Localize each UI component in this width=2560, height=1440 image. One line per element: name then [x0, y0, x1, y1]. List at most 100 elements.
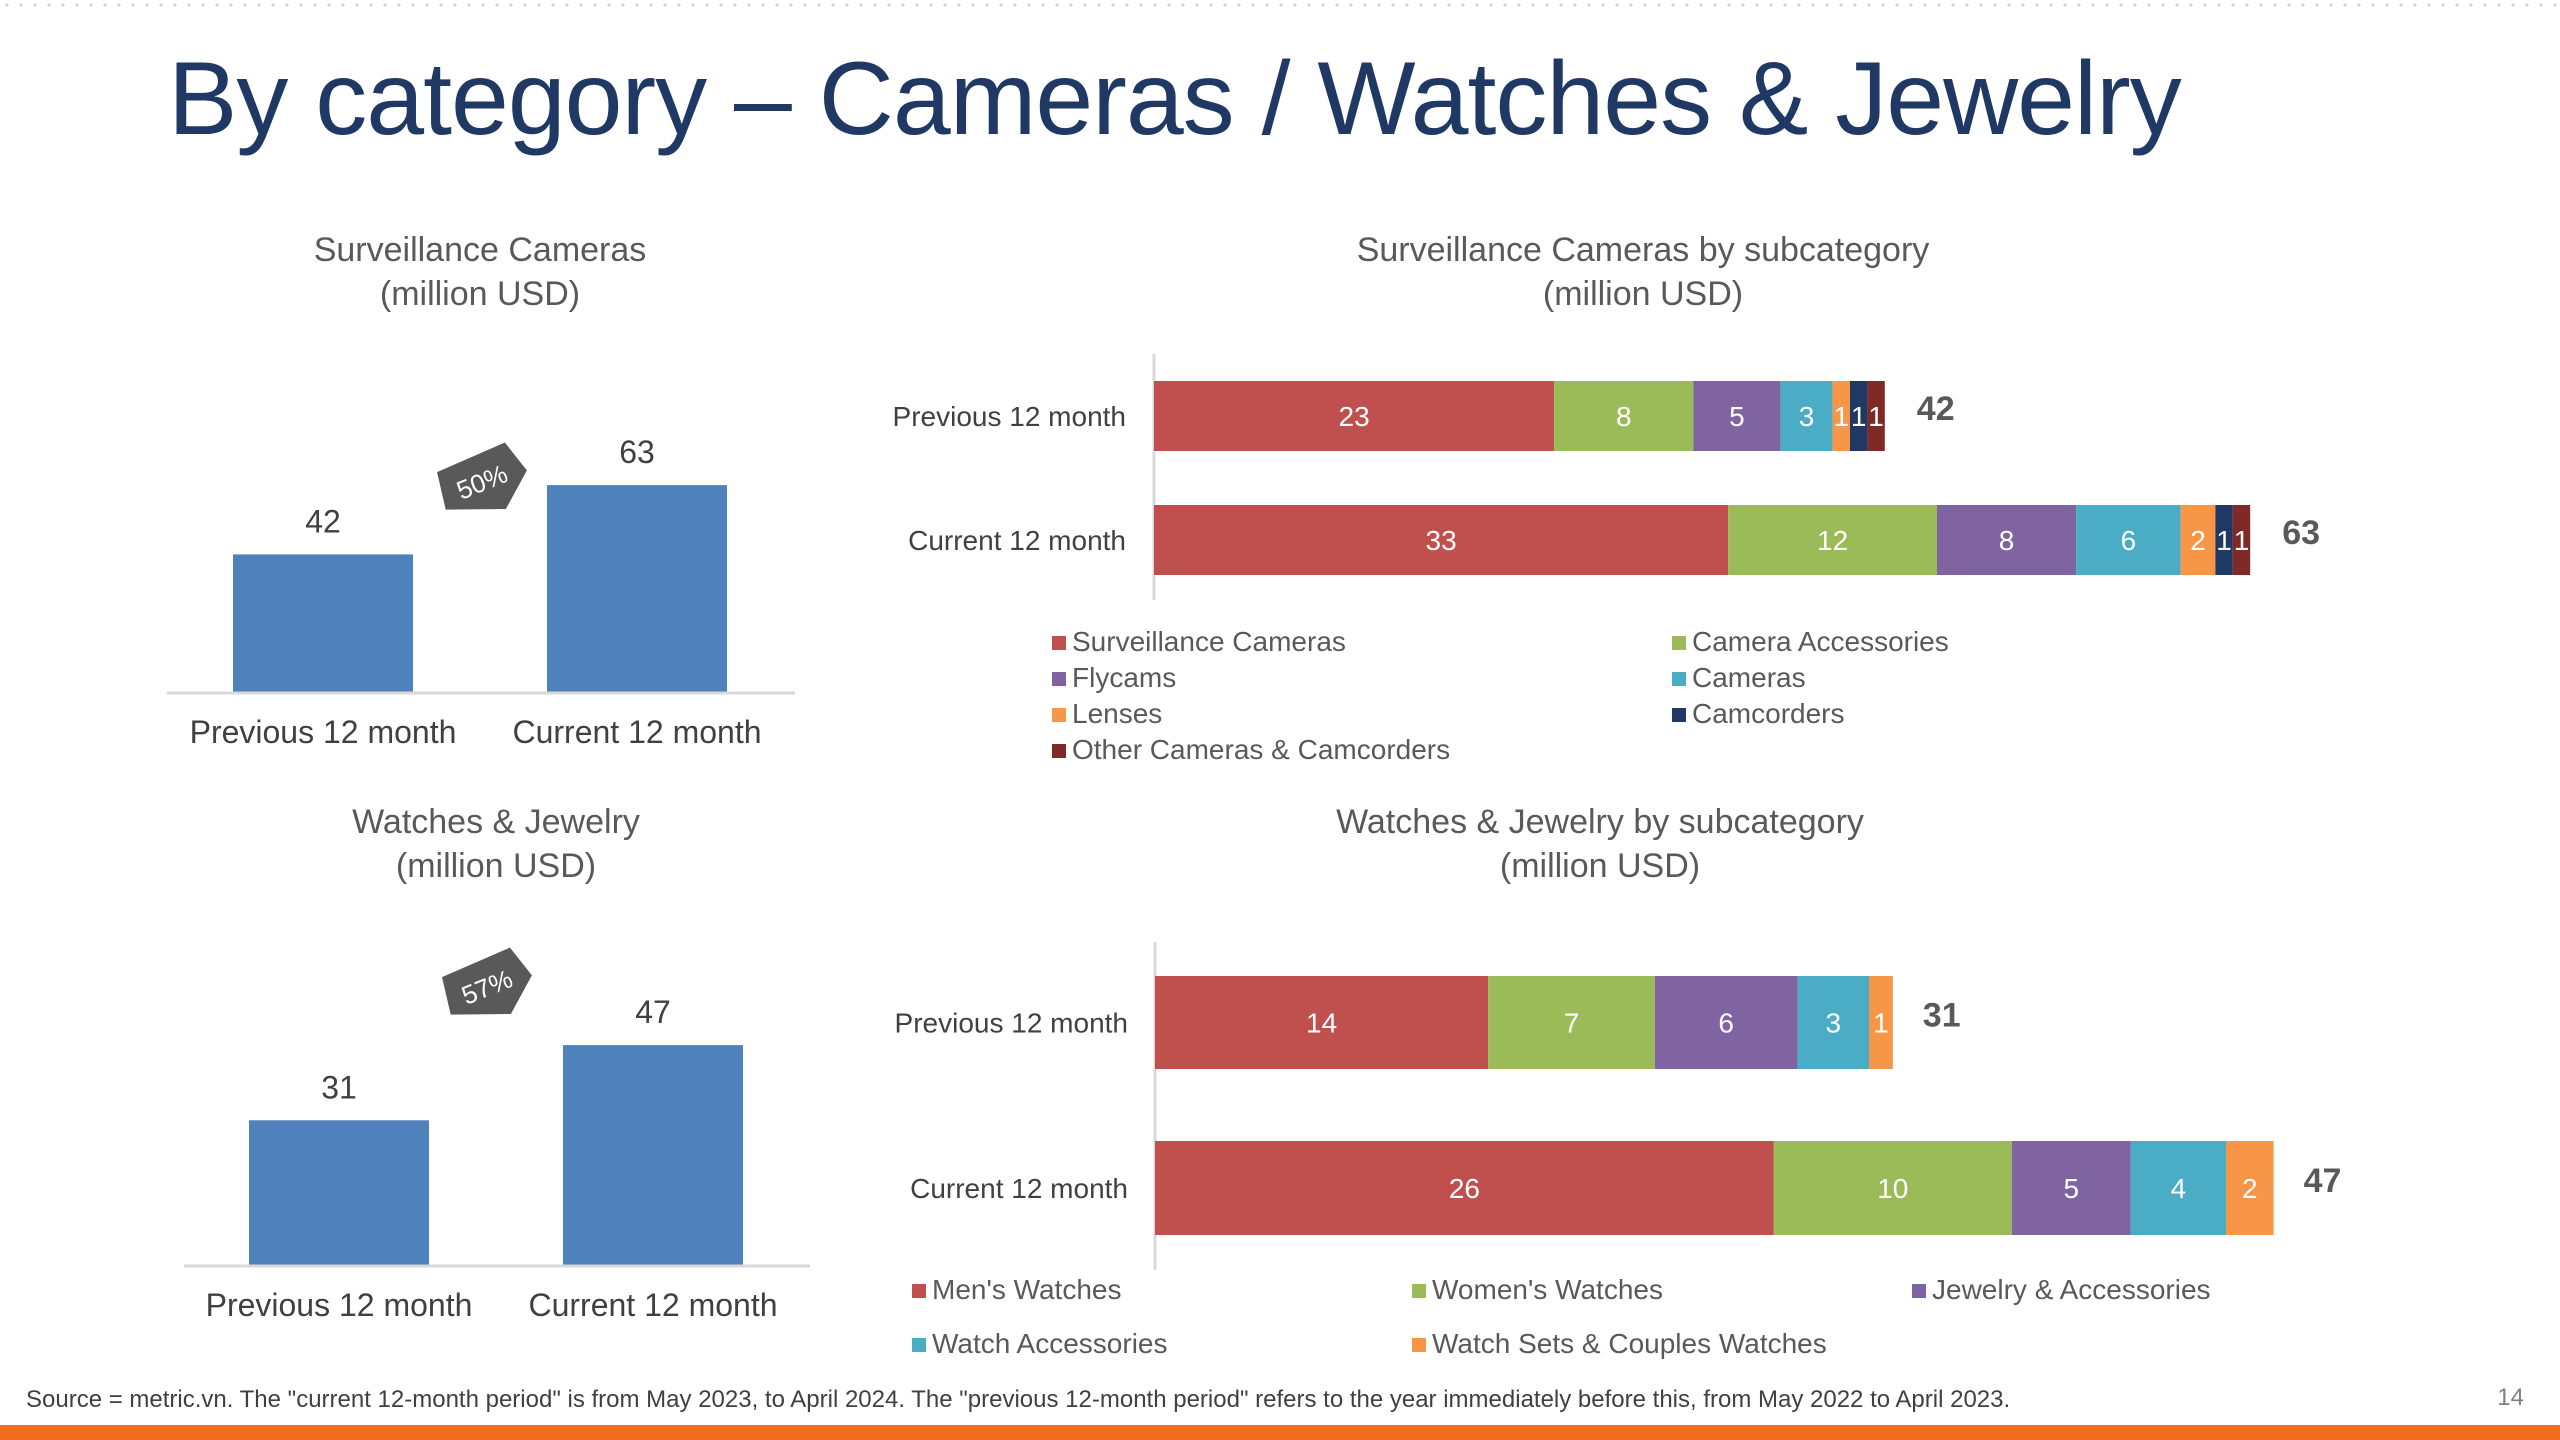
cameras_sub-segment-label: 1 — [1868, 401, 1884, 432]
watches_sub-segment-label: 7 — [1564, 1008, 1580, 1039]
watches-sub-title: Watches & Jewelry by subcategory (millio… — [1200, 800, 2000, 888]
legend-swatch — [1672, 708, 1686, 722]
watches_sub-total-label: 31 — [1923, 997, 1961, 1035]
watches-sub-title-text: Watches & Jewelry by subcategory — [1336, 803, 1864, 841]
cameras_sub-segment-label: 1 — [2234, 525, 2250, 556]
legend-item: Jewelry & Accessories — [1912, 1272, 2211, 1308]
cameras_sub-segment — [1693, 381, 1781, 451]
cameras_sub-segment — [2180, 505, 2216, 575]
watches_sub-segment-label: 26 — [1449, 1173, 1480, 1204]
legend-item: Watch Sets & Couples Watches — [1412, 1326, 1827, 1362]
watches-total-subtitle: (million USD) — [395, 847, 597, 885]
watches_sub-segment-label: 6 — [1718, 1008, 1734, 1039]
cameras_sub-segment-label: 3 — [1799, 401, 1815, 432]
cameras_sub-segment-label: 2 — [2190, 525, 2206, 556]
cameras_total-category-label: Current 12 month — [512, 714, 761, 750]
watches_total-value-label: 47 — [635, 994, 671, 1030]
cameras_total-growth-badge: 50% — [437, 442, 527, 510]
legend-label: Women's Watches — [1432, 1274, 1663, 1305]
cameras_sub-segment — [1937, 505, 2077, 575]
cameras_sub-segment-label: 33 — [1426, 525, 1457, 556]
legend-item: Women's Watches — [1412, 1272, 1663, 1308]
top-dotted-border — [0, 0, 2560, 10]
cameras_total-value-label: 42 — [305, 503, 341, 539]
watches_total-growth-badge-shape — [442, 947, 532, 1015]
legend-swatch — [1672, 672, 1686, 686]
watches_sub-segment — [1773, 1141, 2012, 1235]
legend-label: Watch Accessories — [932, 1328, 1168, 1359]
cameras_total-growth-badge-shape — [437, 442, 527, 510]
watches_sub-total-label: 47 — [2304, 1162, 2342, 1200]
page-title: By category – Cameras / Watches & Jewelr… — [168, 41, 2182, 157]
legend-label: Jewelry & Accessories — [1932, 1274, 2211, 1305]
legend-swatch — [1412, 1284, 1426, 1298]
cameras-sub-title-text: Surveillance Cameras by subcategory — [1356, 231, 1930, 269]
legend-label: Camcorders — [1692, 698, 1845, 729]
watches_sub-segment — [2130, 1141, 2226, 1235]
watches_total-category-label: Previous 12 month — [206, 1287, 473, 1323]
legend-label: Flycams — [1072, 662, 1177, 693]
legend-swatch — [1412, 1338, 1426, 1352]
legend-label: Men's Watches — [932, 1274, 1122, 1305]
watches_total-category-label: Current 12 month — [528, 1287, 777, 1323]
legend-item: Cameras — [1672, 660, 1806, 696]
legend-label: Other Cameras & Camcorders — [1072, 734, 1451, 765]
legend-item: Lenses — [1052, 696, 1162, 732]
cameras_sub-segment — [1850, 381, 1868, 451]
legend-swatch — [1052, 708, 1066, 722]
legend-label: Cameras — [1692, 662, 1806, 693]
watches_sub-segment-label: 10 — [1877, 1173, 1908, 1204]
cameras-total-title: Surveillance Cameras (million USD) — [180, 228, 780, 316]
cameras-sub-title: Surveillance Cameras by subcategory (mil… — [1243, 228, 2043, 316]
cameras_sub-segment-label: 1 — [1834, 401, 1850, 432]
watches_total-growth-badge: 57% — [442, 947, 532, 1015]
watches_sub-segment-label: 14 — [1306, 1008, 1337, 1039]
legend-item: Surveillance Cameras — [1052, 624, 1346, 660]
cameras_sub-total-label: 63 — [2282, 514, 2320, 552]
watches_sub-category-label: Current 12 month — [910, 1173, 1128, 1204]
cameras_sub-segment — [2232, 505, 2251, 575]
cameras_sub-segment-label: 1 — [1851, 401, 1867, 432]
legend-swatch — [1052, 636, 1066, 650]
cameras_sub-segment-label: 23 — [1339, 401, 1370, 432]
legend-swatch — [1052, 744, 1066, 758]
legend-label: Surveillance Cameras — [1072, 626, 1346, 657]
legend-label: Lenses — [1072, 698, 1163, 729]
cameras_sub-segment — [1780, 381, 1833, 451]
cameras_total-bar-previous — [233, 554, 413, 693]
legend-item: Other Cameras & Camcorders — [1052, 732, 1450, 768]
watches-total-title-text: Watches & Jewelry — [352, 803, 640, 841]
cameras_sub-segment — [2215, 505, 2233, 575]
cameras_sub-segment-label: 6 — [2121, 525, 2137, 556]
cameras_sub-segment-label: 12 — [1817, 525, 1848, 556]
watches-sub-subtitle: (million USD) — [1499, 847, 1701, 885]
cameras_sub-segment-label: 8 — [1616, 401, 1632, 432]
watches_sub-category-label: Previous 12 month — [895, 1008, 1128, 1039]
cameras_total-bar-current — [547, 485, 727, 693]
legend-swatch — [1672, 636, 1686, 650]
watches_sub-segment — [2011, 1141, 2131, 1235]
legend-swatch — [1052, 672, 1066, 686]
cameras-sub-subtitle: (million USD) — [1542, 275, 1744, 313]
watches_total-value-label: 31 — [321, 1069, 357, 1105]
legend-item: Camera Accessories — [1672, 624, 1949, 660]
watches_sub-segment — [1797, 976, 1869, 1069]
footer-accent-bar — [0, 1425, 2560, 1440]
cameras_sub-segment-label: 1 — [2216, 525, 2232, 556]
watches_sub-segment — [1155, 976, 1489, 1069]
legend-label: Watch Sets & Couples Watches — [1432, 1328, 1827, 1359]
legend-swatch — [1912, 1284, 1926, 1298]
cameras_sub-segment-label: 8 — [1999, 525, 2015, 556]
watches_sub-segment-label: 3 — [1826, 1008, 1842, 1039]
cameras_sub-segment — [1154, 381, 1555, 451]
legend-item: Camcorders — [1672, 696, 1844, 732]
cameras-total-title-text: Surveillance Cameras — [313, 231, 647, 269]
watches_sub-segment — [1488, 976, 1655, 1069]
cameras_sub-segment — [1554, 381, 1694, 451]
legend-label: Camera Accessories — [1692, 626, 1949, 657]
watches_sub-segment — [1869, 976, 1893, 1069]
legend-item: Watch Accessories — [912, 1326, 1167, 1362]
watches_sub-segment-label: 5 — [2064, 1173, 2080, 1204]
page-number: 14 — [2497, 1384, 2524, 1411]
source-note: Source = metric.vn. The "current 12-mont… — [26, 1386, 2011, 1413]
